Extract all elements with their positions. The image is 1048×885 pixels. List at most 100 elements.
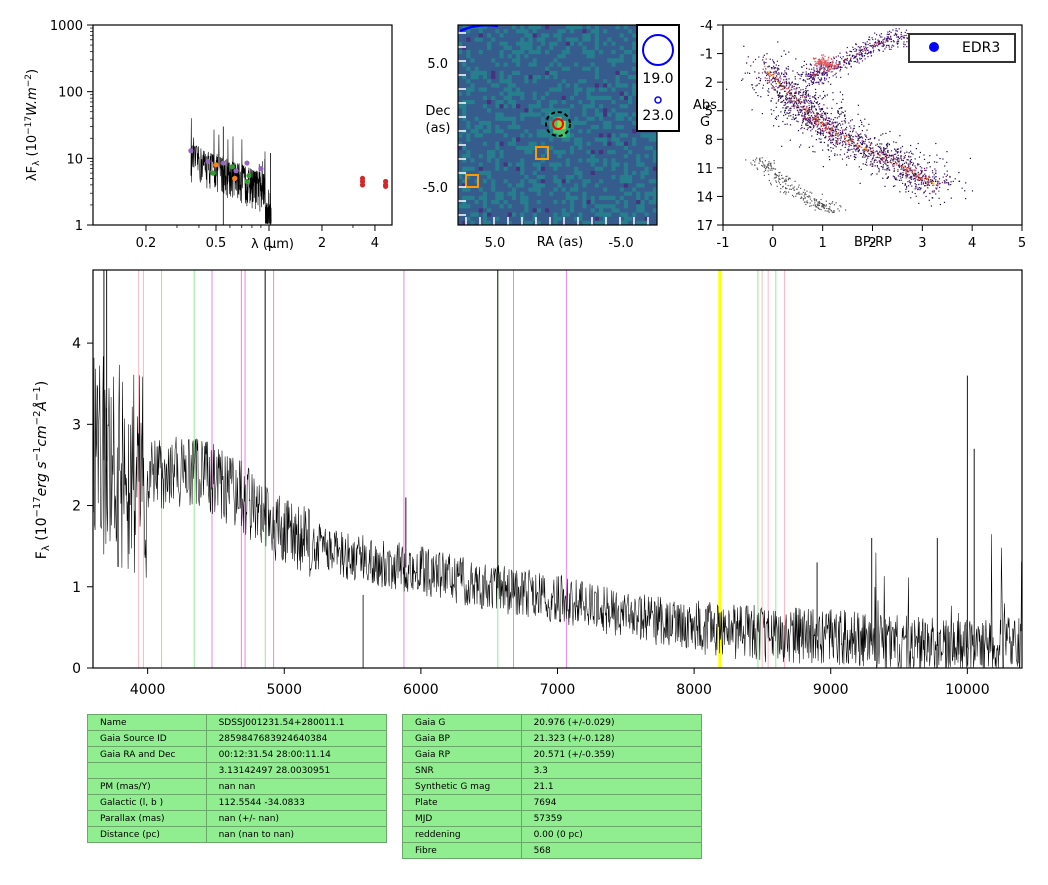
hr-star-point — [861, 121, 863, 123]
hr-star-point — [802, 121, 804, 123]
cutout-pixel — [578, 70, 583, 76]
cutout-pixel — [582, 191, 587, 197]
hr-star-point — [824, 127, 826, 129]
hr-star-point — [838, 134, 840, 136]
hr-star-point — [776, 75, 778, 77]
hr-star-point — [822, 74, 824, 76]
hr-star-point — [914, 180, 916, 182]
hr-star-point — [969, 157, 971, 159]
cutout-pixel — [524, 216, 529, 222]
hr-star-point — [912, 173, 914, 175]
hr-star-point — [839, 63, 841, 65]
cutout-pixel — [652, 91, 657, 97]
hr-star-point — [893, 177, 895, 179]
hr-star-point — [821, 98, 823, 100]
hr-star-point — [855, 144, 857, 146]
cutout-pixel — [565, 195, 571, 201]
cutout-pixel — [623, 29, 629, 34]
cutout-pixel — [549, 45, 554, 51]
hr-star-point — [814, 119, 816, 121]
cutout-pixel — [636, 37, 641, 43]
cutout-pixel — [470, 87, 475, 93]
cutout-pixel — [520, 54, 525, 59]
hr-star-point — [861, 123, 863, 126]
cutout-pixel — [598, 179, 604, 184]
cutout-pixel — [482, 220, 488, 225]
hr-star-point — [857, 134, 859, 136]
cutout-pixel — [619, 154, 625, 159]
hr-star-point — [830, 209, 832, 212]
hr-star-point — [895, 158, 897, 161]
hr-star-point — [806, 200, 808, 202]
cutout-pixel — [623, 137, 629, 143]
cutout-pixel — [632, 195, 637, 201]
hr-star-point — [834, 121, 836, 123]
cutout-pixel — [644, 62, 650, 68]
hr-star-point — [925, 182, 927, 185]
cutout-pixel — [487, 220, 492, 225]
cutout-pixel — [474, 41, 480, 47]
cutout-pixel — [611, 25, 616, 30]
cutout-pixel — [503, 187, 509, 193]
cutout-pixel — [619, 150, 625, 155]
hr-star-point — [763, 166, 765, 168]
hr-star-point — [862, 137, 864, 139]
cutout-pixel — [482, 195, 488, 201]
hr-star-point — [846, 52, 848, 54]
cutout-pixel — [503, 50, 509, 55]
cutout-pixel — [640, 158, 645, 163]
hr-star-point — [804, 197, 806, 199]
cutout-pixel — [607, 183, 612, 188]
cutout-pixel — [524, 145, 529, 151]
hr-star-point — [852, 46, 854, 48]
hr-star-point — [900, 157, 902, 160]
cutout-pixel — [491, 50, 496, 55]
hr-star-point — [777, 41, 779, 43]
cutout-pixel — [652, 104, 657, 109]
cutout-pixel — [553, 25, 558, 30]
cutout-pixel — [648, 129, 654, 134]
hr-star-point — [856, 53, 858, 55]
cutout-pixel — [607, 66, 612, 72]
cutout-pixel — [623, 25, 629, 30]
hr-star-point — [907, 174, 909, 176]
hr-star-point — [829, 135, 831, 138]
cutout-pixel — [603, 204, 608, 209]
cutout-pixel — [478, 158, 484, 163]
cutout-pixel — [470, 154, 475, 159]
hr-star-point — [884, 48, 886, 50]
cutout-pixel — [648, 25, 654, 30]
cutout-pixel — [648, 212, 654, 218]
cutout-pixel — [619, 75, 625, 80]
hr-star-point — [853, 142, 855, 144]
cutout-pixel — [474, 62, 480, 68]
hr-star-point — [810, 205, 812, 207]
hr-star-point — [823, 64, 825, 66]
hr-star-point — [788, 78, 790, 80]
cutout-pixel — [586, 179, 592, 184]
sed-spectrum-line — [190, 118, 272, 224]
hr-star-point — [772, 59, 774, 61]
hr-star-point — [840, 113, 842, 115]
hr-star-point — [927, 187, 929, 189]
cutout-pixel — [491, 220, 496, 225]
cutout-pixel — [619, 25, 625, 30]
hr-star-point — [826, 117, 828, 119]
hr-star-point — [824, 77, 826, 79]
cutout-pixel — [632, 112, 637, 118]
hr-star-point — [814, 106, 816, 108]
hr-star-point — [821, 193, 823, 195]
hr-star-point — [843, 120, 845, 122]
cutout-pixel — [516, 50, 521, 55]
cutout-pixel — [574, 37, 579, 43]
hr-star-point — [859, 46, 861, 48]
hr-star-point — [929, 180, 931, 182]
cutout-pixel — [458, 208, 463, 213]
cutout-pixel — [474, 187, 480, 193]
hr-star-point — [793, 107, 795, 109]
cutout-pixel — [574, 154, 579, 159]
cutout-pixel — [569, 175, 575, 180]
hr-star-point — [856, 143, 858, 145]
hr-star-point — [784, 180, 786, 183]
hr-star-point — [863, 152, 865, 154]
